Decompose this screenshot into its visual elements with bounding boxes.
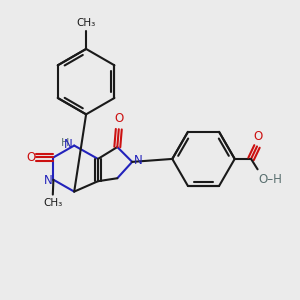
- Text: CH₃: CH₃: [76, 18, 96, 28]
- Text: O: O: [26, 151, 36, 164]
- Text: N: N: [44, 174, 52, 187]
- Text: O: O: [253, 130, 262, 143]
- Text: O: O: [114, 112, 123, 125]
- Text: O–H: O–H: [258, 173, 282, 186]
- Text: H: H: [61, 138, 69, 148]
- Text: N: N: [64, 138, 73, 151]
- Text: N: N: [134, 154, 143, 167]
- Text: CH₃: CH₃: [43, 198, 62, 208]
